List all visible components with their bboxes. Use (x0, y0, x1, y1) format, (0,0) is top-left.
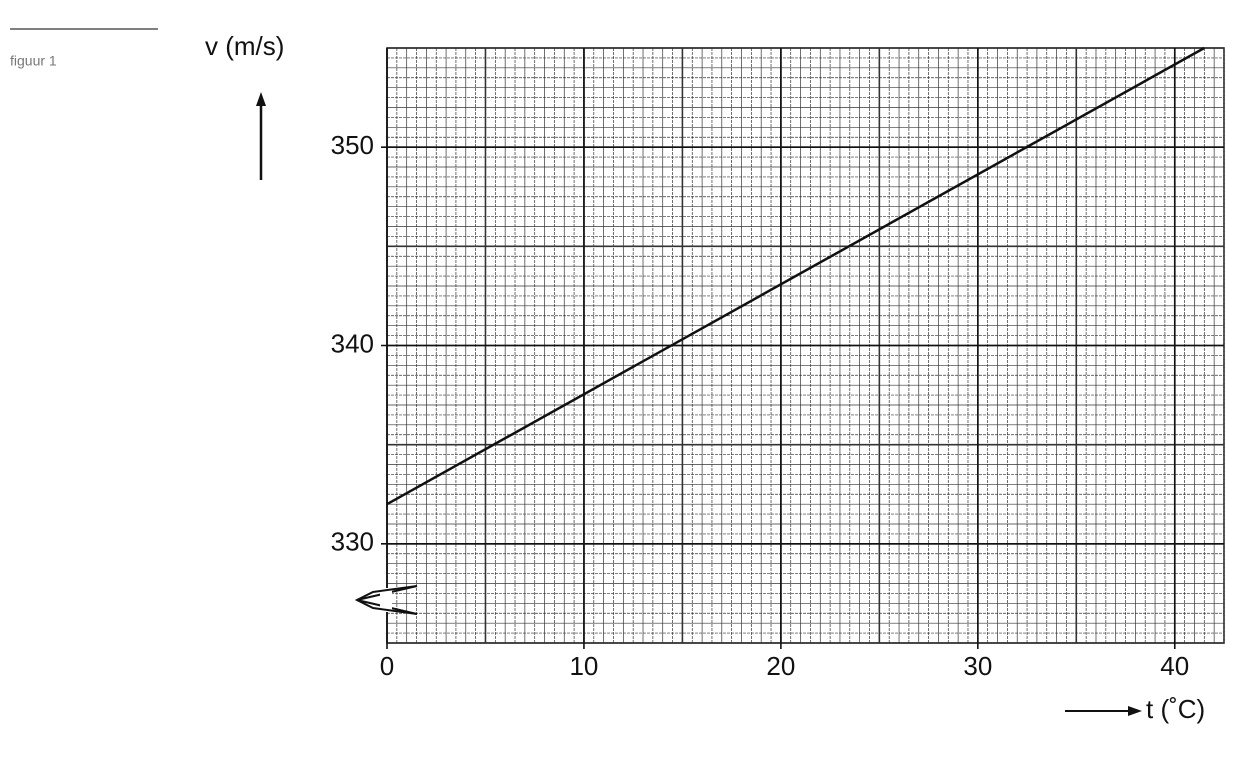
y-tick-label: 350 (331, 130, 374, 160)
data-line (386, 46, 1205, 506)
x-tick-label: 10 (569, 651, 598, 681)
y-axis-label: v (m/s) (205, 31, 284, 61)
x-arrow-head (1128, 706, 1142, 716)
y-arrow-head (256, 92, 266, 106)
y-tick-label: 330 (331, 527, 374, 557)
x-tick-label: 0 (380, 651, 394, 681)
x-tick-label: 20 (766, 651, 795, 681)
x-axis-label: t (˚C) (1146, 694, 1205, 724)
axis-break-gap (380, 588, 392, 612)
y-tick-label: 340 (331, 328, 374, 358)
axis-break (354, 585, 418, 615)
figure-label: figuur 1 (10, 53, 57, 69)
x-tick-label: 30 (963, 651, 992, 681)
x-tick-label: 40 (1160, 651, 1189, 681)
